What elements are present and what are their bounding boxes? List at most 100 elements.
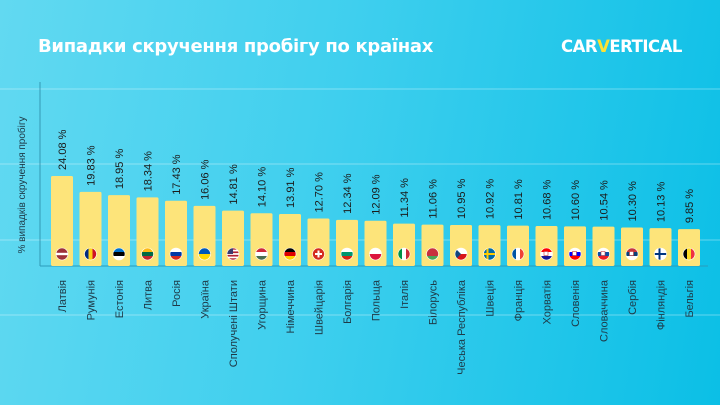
category-label: Україна bbox=[200, 279, 212, 319]
y-axis-label: % випадків скручення пробігу bbox=[16, 116, 28, 253]
lv-flag-icon bbox=[56, 248, 68, 260]
category-label: Швейцарія bbox=[314, 280, 326, 335]
bar-group: 10.81 % Франція bbox=[507, 179, 529, 321]
bar-group: 12.34 % Болгарія bbox=[336, 173, 358, 324]
bar-group: 11.06 % Білорусь bbox=[421, 179, 444, 325]
bar bbox=[678, 229, 700, 266]
de-flag-icon bbox=[284, 248, 296, 260]
se-flag-icon bbox=[483, 248, 496, 260]
bar bbox=[51, 175, 73, 266]
ro-flag-icon bbox=[84, 248, 97, 260]
bg-flag-icon bbox=[341, 248, 353, 260]
category-label: Латвія bbox=[57, 280, 69, 312]
fi-flag-icon bbox=[654, 248, 667, 260]
value-label: 10.13 % bbox=[656, 182, 668, 223]
logo-text-car: CAR bbox=[561, 37, 598, 56]
value-label: 10.54 % bbox=[599, 180, 611, 221]
it-flag-icon bbox=[398, 248, 410, 260]
value-label: 9.85 % bbox=[684, 189, 696, 223]
value-label: 17.43 % bbox=[171, 154, 183, 195]
category-label: Литва bbox=[143, 279, 155, 310]
bar-group: 24.08 % Латвія bbox=[51, 129, 73, 312]
logo-text-ertical: ERTICAL bbox=[609, 37, 682, 56]
bar-group: 10.30 % Сербія bbox=[621, 181, 643, 315]
ua-flag-icon bbox=[198, 248, 211, 260]
bar-group: 19.83 % Румунія bbox=[79, 145, 102, 320]
bar bbox=[79, 191, 102, 266]
bar-group: 14.81 % Сполучені Штати bbox=[222, 164, 244, 367]
cz-flag-icon bbox=[455, 248, 467, 260]
bar-group: 9.85 % Бельгія bbox=[678, 189, 700, 318]
value-label: 12.70 % bbox=[314, 172, 326, 213]
ru-flag-icon bbox=[170, 248, 182, 260]
si-flag-icon bbox=[569, 248, 581, 260]
value-label: 11.06 % bbox=[428, 179, 440, 219]
bar-group: 10.92 % Швеція bbox=[478, 179, 501, 317]
value-label: 10.68 % bbox=[542, 179, 554, 220]
value-label: 10.30 % bbox=[627, 181, 639, 222]
by-flag-icon bbox=[426, 248, 439, 260]
value-label: 11.34 % bbox=[399, 178, 411, 218]
bar-group: 12.09 % Польща bbox=[364, 174, 387, 321]
category-label: Словаччина bbox=[599, 279, 611, 342]
bar bbox=[165, 200, 187, 266]
category-label: Фінляндія bbox=[656, 280, 668, 330]
bar bbox=[108, 195, 130, 266]
value-label: 10.92 % bbox=[485, 179, 497, 220]
value-label: 13.91 % bbox=[285, 167, 297, 208]
bar-group: 10.95 % Чеська Республіка bbox=[450, 178, 472, 375]
logo-text-v: V bbox=[597, 37, 610, 56]
rs-flag-icon bbox=[626, 248, 638, 260]
category-label: Білорусь bbox=[428, 280, 440, 325]
sk-flag-icon bbox=[597, 248, 610, 260]
category-label: Чеська Республіка bbox=[456, 279, 468, 375]
category-label: Болгарія bbox=[342, 280, 354, 324]
bar-group: 10.60 % Словенія bbox=[564, 180, 586, 327]
us-flag-icon bbox=[227, 248, 239, 260]
category-label: Угорщина bbox=[257, 279, 269, 330]
category-label: Швеція bbox=[485, 280, 497, 317]
value-label: 14.81 % bbox=[228, 164, 240, 205]
be-flag-icon bbox=[683, 248, 695, 260]
category-label: Румунія bbox=[86, 280, 98, 320]
ch-flag-icon bbox=[312, 248, 325, 260]
category-label: Франція bbox=[513, 280, 525, 321]
bar-group: 10.13 % Фінляндія bbox=[649, 182, 672, 330]
bar-group: 14.10 % Угорщина bbox=[250, 167, 273, 330]
category-label: Естонія bbox=[114, 280, 126, 318]
hu-flag-icon bbox=[255, 248, 268, 260]
category-label: Хорватія bbox=[542, 280, 554, 325]
pl-flag-icon bbox=[369, 248, 382, 260]
category-label: Росія bbox=[171, 280, 183, 307]
fr-flag-icon bbox=[512, 248, 524, 260]
value-label: 16.06 % bbox=[200, 159, 212, 200]
bar-group: 10.68 % Хорватія bbox=[535, 179, 558, 325]
value-label: 10.60 % bbox=[570, 180, 582, 221]
category-label: Бельгія bbox=[684, 280, 696, 318]
bar-group: 16.06 % Україна bbox=[193, 159, 216, 319]
value-label: 19.83 % bbox=[86, 145, 98, 186]
value-label: 24.08 % bbox=[57, 129, 69, 170]
value-label: 18.34 % bbox=[143, 151, 155, 192]
category-label: Німеччина bbox=[285, 279, 297, 333]
value-label: 18.95 % bbox=[114, 149, 126, 190]
bar bbox=[649, 228, 672, 266]
value-label: 12.34 % bbox=[342, 173, 354, 214]
bar-group: 13.91 % Німеччина bbox=[279, 167, 301, 334]
value-label: 14.10 % bbox=[257, 167, 269, 208]
carvertical-logo: CARVERTICAL bbox=[561, 37, 682, 56]
bar-group: 12.70 % Швейцарія bbox=[307, 172, 330, 335]
ee-flag-icon bbox=[113, 248, 125, 260]
value-label: 12.09 % bbox=[371, 174, 383, 215]
category-label: Італія bbox=[399, 280, 411, 309]
category-label: Польща bbox=[371, 279, 383, 321]
bar bbox=[136, 197, 159, 266]
value-label: 10.81 % bbox=[513, 179, 525, 220]
bar-group: 17.43 % Росія bbox=[165, 154, 187, 307]
bar-group: 11.34 % Італія bbox=[393, 178, 415, 309]
bar-group: 18.95 % Естонія bbox=[108, 149, 130, 318]
page-title: Випадки скручення пробігу по країнах bbox=[38, 36, 434, 57]
lt-flag-icon bbox=[141, 248, 154, 260]
bar-group: 10.54 % Словаччина bbox=[592, 180, 615, 342]
